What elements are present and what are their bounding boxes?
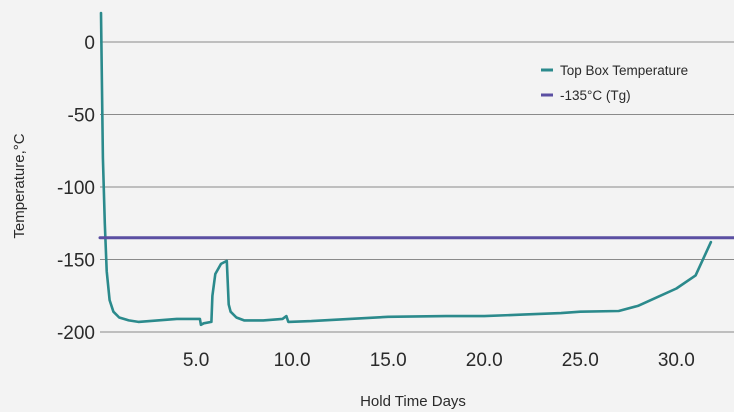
x-tick-label: 20.0 (466, 350, 503, 371)
y-tick-labels: 0 -50 -100 -150 -200 (57, 33, 95, 344)
series-lines (98, 11, 734, 327)
y-tick-label: 0 (84, 33, 95, 54)
y-tick-label: -50 (68, 106, 95, 127)
y-axis-label: Temperature,°C (11, 133, 28, 238)
x-tick-labels: 5.0 10.0 15.0 20.0 25.0 30.0 (183, 350, 695, 371)
x-tick-label: 25.0 (562, 350, 599, 371)
x-tick-label: 15.0 (370, 350, 407, 371)
x-tick-label: 30.0 (658, 350, 695, 371)
top-box-temperature-line (99, 11, 713, 327)
y-tick-label: -100 (57, 178, 95, 199)
x-axis-label: Hold Time Days (360, 393, 466, 410)
y-tick-label: -150 (57, 251, 95, 272)
x-tick-label: 10.0 (274, 350, 311, 371)
legend: Top Box Temperature -135°C (Tg) (541, 63, 688, 103)
y-tick-label: -200 (57, 323, 95, 344)
gridlines (100, 41, 734, 333)
legend-label: -135°C (Tg) (560, 88, 631, 103)
x-tick-label: 5.0 (183, 350, 209, 371)
legend-label: Top Box Temperature (560, 63, 688, 78)
